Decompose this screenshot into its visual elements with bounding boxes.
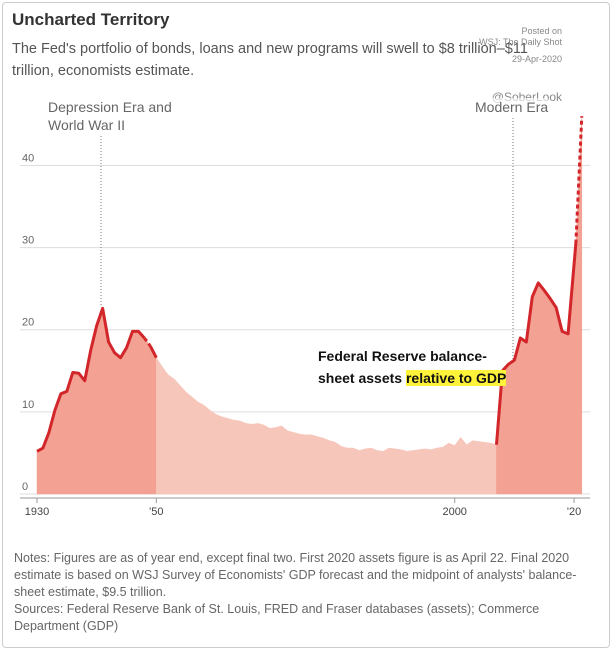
- watermark-line: WSJ: The Daily Shot: [479, 37, 562, 47]
- area-connector: [490, 442, 497, 495]
- line-connector: [149, 345, 158, 359]
- sources-text: Sources: Federal Reserve Bank of St. Lou…: [14, 602, 540, 633]
- annotation: Modern Era: [475, 98, 549, 116]
- notes-text: Notes: Figures are as of year end, excep…: [14, 551, 577, 599]
- estimate-line: [574, 116, 584, 244]
- annotation: Depression Era and World War II: [48, 99, 172, 133]
- x-tick-label: 2000: [442, 506, 466, 518]
- line: [36, 306, 146, 453]
- watermark-line: Posted on: [521, 26, 562, 36]
- y-tick-label: 20: [22, 317, 34, 329]
- area: [496, 116, 583, 495]
- chart-title: Uncharted Territory: [12, 10, 170, 29]
- area: [156, 356, 491, 495]
- watermark: Posted on WSJ: The Daily Shot 29-Apr-202…: [479, 26, 562, 65]
- series-label-text: Federal Reserve balance-sheet assets: [318, 348, 487, 386]
- area-connector: [150, 346, 157, 495]
- series-label: Federal Reserve balance-sheet assets rel…: [318, 345, 508, 389]
- watermark-line: 29-Apr-2020: [511, 54, 562, 64]
- y-tick-label: 0: [22, 481, 28, 493]
- chart-subtitle: The Fed's portfolio of bonds, loans and …: [12, 41, 528, 79]
- estimate-line: [143, 337, 152, 348]
- series-label-highlight: relative to GDP: [405, 370, 507, 386]
- y-tick-label: 10: [22, 399, 34, 411]
- x-tick-label: 1930: [25, 506, 49, 518]
- x-tick-label: '50: [149, 506, 163, 518]
- notes: Notes: Figures are as of year end, excep…: [14, 550, 589, 635]
- line: [494, 243, 578, 445]
- y-tick-label: 30: [22, 235, 34, 247]
- x-tick-label: '20: [567, 506, 581, 518]
- y-tick-label: 40: [22, 152, 34, 164]
